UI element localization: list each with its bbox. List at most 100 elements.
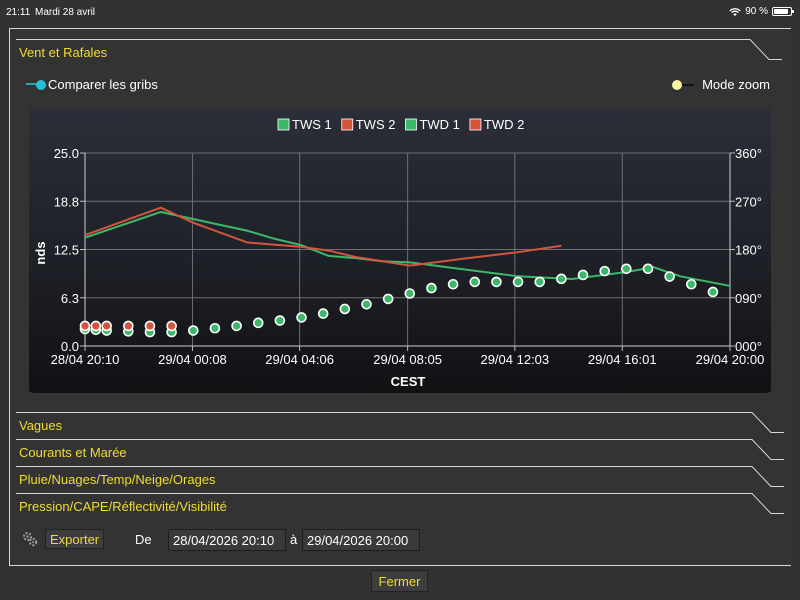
data-point-tws-1 — [361, 299, 372, 310]
data-point-tws-1 — [317, 308, 329, 319]
data-point-tws-1 — [404, 288, 416, 299]
section-waves-label: Vagues — [19, 418, 63, 433]
data-point-tws-2 — [166, 320, 177, 332]
x-tick-label: 29/04 12:03 — [480, 352, 549, 367]
from-date-field[interactable]: 28/04/2026 20:10 — [168, 529, 286, 551]
data-point-tws-2 — [79, 320, 91, 332]
data-point-tws-1 — [426, 282, 437, 294]
data-point-tws-2 — [90, 320, 102, 332]
legend-swatch — [341, 118, 354, 131]
data-point-tws-1 — [252, 317, 264, 329]
from-label: De — [135, 532, 152, 547]
data-point-tws-1 — [556, 273, 567, 285]
y-tick-label: 12.5 — [54, 243, 79, 258]
expand-corner-icon — [751, 466, 784, 487]
y-tick-label: 6.3 — [61, 291, 79, 306]
y2-tick-label: 360° — [735, 146, 762, 161]
to-date-field[interactable]: 29/04/2026 20:00 — [302, 529, 420, 551]
battery-percent: 90 % — [745, 6, 768, 17]
status-time: 21:11 — [6, 7, 31, 18]
zoom-mode-switch[interactable] — [672, 80, 694, 90]
x-tick-label: 29/04 20:00 — [696, 352, 765, 367]
y2-tick-label: 090° — [735, 291, 762, 306]
data-point-tws-1 — [231, 320, 242, 332]
status-bar: 21:11 Mardi 28 avril 90 % — [0, 0, 800, 24]
x-axis: 28/04 20:10 29/04 00:08 29/04 04:06 29/04 0… — [51, 352, 765, 367]
status-right: 90 % — [729, 6, 794, 17]
legend-label: TWD 1 — [419, 117, 459, 132]
y-axis-label: nds — [33, 241, 48, 264]
data-point-tws-2 — [144, 320, 156, 332]
chart-grid — [80, 152, 735, 351]
section-pressure-label: Pression/CAPE/Réflectivité/Visibilité — [19, 499, 227, 514]
y-tick-label: 0.0 — [61, 339, 79, 354]
toggle-row: Comparer les gribs Mode zoom — [24, 76, 772, 94]
data-point-tws-1 — [296, 312, 307, 323]
data-point-tws-1 — [491, 276, 502, 288]
data-point-tws-1 — [382, 293, 394, 305]
battery-icon — [772, 7, 794, 16]
wind-chart-svg: TWS 1 TWS 2 TWD 1 TWD 2 0.06.312.518.825.0 … — [33, 117, 765, 389]
to-label: à — [290, 532, 298, 547]
expand-corner-icon — [751, 412, 784, 433]
legend-label: TWS 2 — [356, 117, 396, 132]
x-tick-label: 29/04 16:01 — [588, 352, 657, 367]
compare-gribs-label: Comparer les gribs — [48, 77, 158, 92]
legend-swatch — [469, 118, 482, 131]
data-point-tws-1 — [577, 269, 589, 281]
y-axis-left: 0.0 6.3 12.5 18.8 25.0 — [54, 146, 79, 354]
collapse-corner-icon — [749, 39, 782, 60]
close-button[interactable]: Fermer — [371, 570, 428, 592]
y2-tick-label: 180° — [735, 243, 762, 258]
expand-corner-icon — [751, 439, 784, 460]
section-wind-header[interactable]: Vent et Rafales — [16, 39, 782, 65]
chart-series — [79, 206, 731, 338]
y2-tick-label: 000° — [735, 339, 762, 354]
y-tick-label: 18.8 — [54, 194, 79, 209]
section-waves-header[interactable]: Vagues — [16, 412, 784, 438]
data-point-tws-1 — [512, 276, 524, 288]
data-point-tws-1 — [685, 278, 697, 290]
data-point-tws-1 — [339, 303, 351, 315]
export-row: Exporter De 28/04/2026 20:10 à 29/04/202… — [22, 529, 782, 551]
section-pressure-header[interactable]: Pression/CAPE/Réflectivité/Visibilité — [16, 493, 784, 519]
expand-corner-icon — [751, 493, 784, 514]
data-point-tws-1 — [534, 276, 546, 288]
legend-label: TWD 2 — [484, 117, 524, 132]
data-point-tws-1 — [664, 271, 675, 282]
y-tick-label: 25.0 — [54, 146, 79, 161]
gears-icon[interactable] — [22, 531, 38, 547]
x-tick-label: 28/04 20:10 — [51, 352, 120, 367]
data-point-tws-1 — [642, 263, 654, 275]
x-tick-label: 29/04 00:08 — [158, 352, 227, 367]
y2-tick-label: 270° — [735, 194, 762, 209]
data-point-tws-1 — [469, 276, 481, 288]
legend-swatch — [405, 118, 417, 131]
x-axis-label: CEST — [391, 374, 426, 389]
compare-gribs-switch[interactable] — [26, 80, 48, 90]
data-point-tws-2 — [123, 320, 134, 332]
section-rain-header[interactable]: Pluie/Nuages/Temp/Neige/Orages — [16, 466, 784, 492]
data-point-tws-1 — [599, 265, 610, 277]
section-rain-label: Pluie/Nuages/Temp/Neige/Orages — [19, 472, 216, 487]
data-point-tws-2 — [101, 320, 112, 332]
data-point-tws-1 — [707, 286, 719, 298]
section-currents-header[interactable]: Courants et Marée — [16, 439, 784, 465]
export-button[interactable]: Exporter — [45, 529, 105, 549]
data-point-tws-1 — [209, 322, 221, 334]
section-currents-label: Courants et Marée — [19, 445, 127, 460]
data-point-tws-1 — [187, 325, 199, 336]
data-point-tws-1 — [621, 263, 632, 275]
chart-legend: TWS 1 TWS 2 TWD 1 TWD 2 — [277, 117, 524, 132]
zoom-mode-label: Mode zoom — [702, 77, 770, 92]
legend-swatch — [277, 118, 290, 131]
section-wind-label: Vent et Rafales — [19, 45, 108, 60]
x-tick-label: 29/04 08:05 — [373, 352, 442, 367]
legend-label: TWS 1 — [292, 117, 332, 132]
data-point-tws-1 — [274, 315, 286, 326]
x-tick-label: 29/04 04:06 — [265, 352, 334, 367]
series-line-twd-2 — [84, 206, 562, 267]
wifi-icon — [729, 7, 741, 16]
wind-chart[interactable]: TWS 1 TWS 2 TWD 1 TWD 2 0.0 6.3 12.5 18.8 25.0 … — [29, 108, 771, 393]
y-axis-right: 000° 090° 180° 270° 360° — [735, 146, 762, 354]
